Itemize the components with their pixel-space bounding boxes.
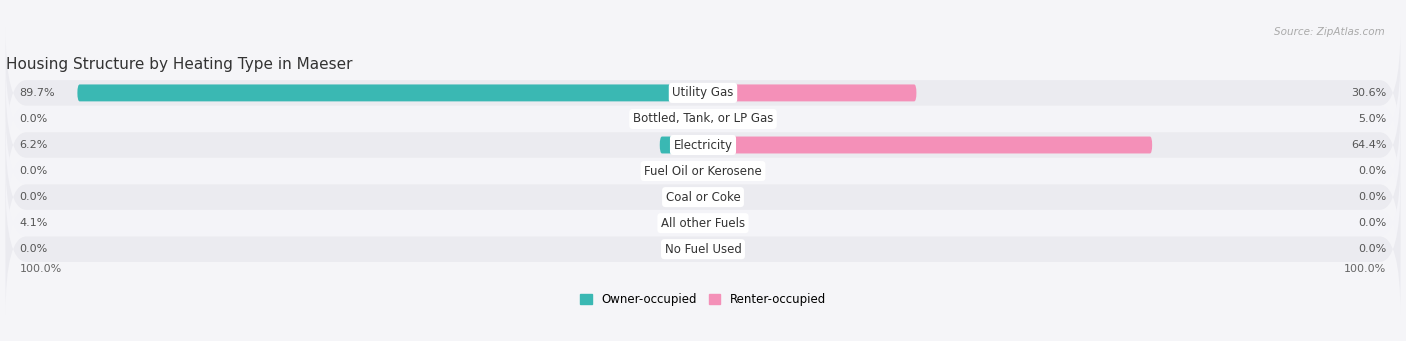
- Text: 4.1%: 4.1%: [20, 218, 48, 228]
- FancyBboxPatch shape: [6, 80, 1400, 210]
- Text: Source: ZipAtlas.com: Source: ZipAtlas.com: [1274, 27, 1385, 37]
- Legend: Owner-occupied, Renter-occupied: Owner-occupied, Renter-occupied: [575, 288, 831, 311]
- Text: Bottled, Tank, or LP Gas: Bottled, Tank, or LP Gas: [633, 113, 773, 125]
- Text: 0.0%: 0.0%: [20, 114, 48, 124]
- Text: Fuel Oil or Kerosene: Fuel Oil or Kerosene: [644, 165, 762, 178]
- FancyBboxPatch shape: [679, 110, 738, 128]
- FancyBboxPatch shape: [679, 110, 727, 128]
- Text: 89.7%: 89.7%: [20, 88, 55, 98]
- FancyBboxPatch shape: [679, 241, 727, 258]
- FancyBboxPatch shape: [6, 106, 1400, 236]
- Text: 100.0%: 100.0%: [1344, 264, 1386, 274]
- Text: Housing Structure by Heating Type in Maeser: Housing Structure by Heating Type in Mae…: [6, 57, 352, 72]
- Text: All other Fuels: All other Fuels: [661, 217, 745, 229]
- FancyBboxPatch shape: [6, 132, 1400, 263]
- FancyBboxPatch shape: [77, 85, 727, 101]
- FancyBboxPatch shape: [679, 189, 727, 206]
- Text: 0.0%: 0.0%: [1358, 192, 1386, 202]
- FancyBboxPatch shape: [679, 163, 727, 179]
- Text: No Fuel Used: No Fuel Used: [665, 243, 741, 256]
- Text: 0.0%: 0.0%: [20, 166, 48, 176]
- FancyBboxPatch shape: [6, 54, 1400, 184]
- FancyBboxPatch shape: [675, 215, 727, 232]
- FancyBboxPatch shape: [679, 215, 727, 232]
- FancyBboxPatch shape: [6, 28, 1400, 158]
- Text: 5.0%: 5.0%: [1358, 114, 1386, 124]
- Text: Electricity: Electricity: [673, 138, 733, 151]
- FancyBboxPatch shape: [679, 241, 727, 258]
- Text: 100.0%: 100.0%: [20, 264, 62, 274]
- FancyBboxPatch shape: [679, 136, 1152, 153]
- FancyBboxPatch shape: [659, 136, 727, 153]
- FancyBboxPatch shape: [6, 184, 1400, 314]
- Text: Coal or Coke: Coal or Coke: [665, 191, 741, 204]
- Text: 30.6%: 30.6%: [1351, 88, 1386, 98]
- Text: 0.0%: 0.0%: [20, 192, 48, 202]
- Text: 0.0%: 0.0%: [1358, 244, 1386, 254]
- FancyBboxPatch shape: [6, 158, 1400, 288]
- FancyBboxPatch shape: [679, 163, 727, 179]
- Text: 0.0%: 0.0%: [1358, 218, 1386, 228]
- Text: Utility Gas: Utility Gas: [672, 86, 734, 100]
- Text: 0.0%: 0.0%: [20, 244, 48, 254]
- Text: 0.0%: 0.0%: [1358, 166, 1386, 176]
- Text: 6.2%: 6.2%: [20, 140, 48, 150]
- FancyBboxPatch shape: [679, 85, 917, 101]
- Text: 64.4%: 64.4%: [1351, 140, 1386, 150]
- FancyBboxPatch shape: [679, 189, 727, 206]
